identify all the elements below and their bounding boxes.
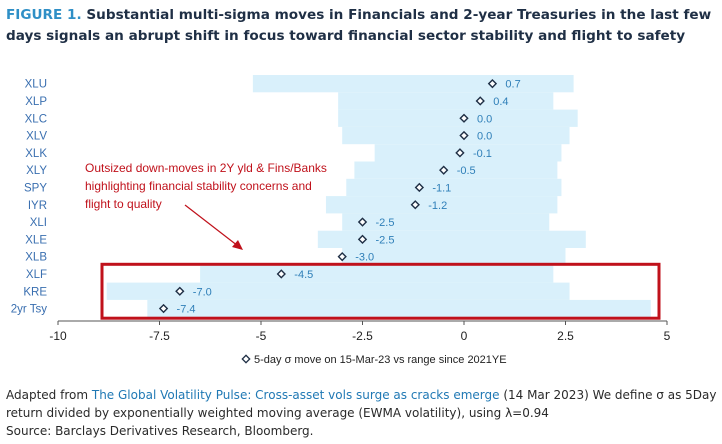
source-credit: Source: Barclays Derivatives Research, B… (6, 424, 314, 438)
range-bar-iyr (325, 196, 558, 214)
range-bar-xlv (342, 126, 570, 145)
range-bar-kre (106, 282, 570, 300)
x-tick-label: 0 (461, 329, 468, 343)
value-label: -1.2 (428, 200, 447, 212)
value-marker (276, 269, 286, 279)
legend-marker (241, 354, 251, 364)
value-label: -3.0 (355, 252, 374, 264)
value-marker (459, 130, 469, 141)
range-bar-xlk (374, 144, 562, 162)
legend-label: 5-day σ move on 15-Mar-23 vs range since… (254, 354, 507, 366)
x-tick-label: -7.5 (149, 329, 170, 343)
category-label: XLU (25, 79, 47, 91)
highlight-box (100, 262, 661, 320)
x-tick-label: 5 (664, 329, 671, 343)
range-bar-xli (342, 213, 550, 231)
value-marker (459, 113, 469, 123)
value-markers (158, 78, 498, 314)
x-axis: -10 -7.5 -5 -2.5 0 2.5 5 (49, 320, 671, 343)
figure-label: FIGURE 1. (6, 7, 82, 23)
value-label: -0.1 (473, 148, 492, 160)
range-bar-xly (354, 161, 558, 179)
category-label: XLB (25, 252, 47, 264)
category-label: XLF (26, 269, 47, 281)
value-label: 0.0 (477, 131, 492, 143)
source-suffix: (14 Mar 2023) We define σ as 5Day return… (6, 388, 717, 420)
category-label: XLV (26, 131, 47, 143)
value-label: -1.1 (432, 182, 451, 194)
value-label: 0.4 (493, 96, 508, 108)
highlight-box-group (100, 262, 661, 320)
range-bar-xlu (252, 75, 574, 93)
range-bar-xlc (338, 109, 578, 127)
range-dot-chart: -10 -7.5 -5 -2.5 0 2.5 5 XLU XLP XLC XLV XLK XLY SPY… (11, 75, 671, 366)
x-tick-label: 2.5 (557, 329, 574, 343)
x-tick-label: -2.5 (352, 329, 373, 343)
figure-title-text: Substantial multi-sigma moves in Financi… (6, 7, 712, 44)
value-marker (439, 165, 449, 175)
value-labels: 0.70.40.00.0-0.1-0.5-1.1-1.2-2.5-2.5-3.0… (177, 79, 521, 316)
annotation-text: highlighting financial stability concern… (85, 179, 312, 193)
value-label: -2.5 (376, 217, 395, 229)
value-label: -7.0 (193, 286, 212, 298)
x-tick-label: -10 (49, 329, 67, 343)
value-marker (475, 96, 485, 106)
value-label: 0.7 (505, 79, 520, 91)
category-label: IYR (28, 200, 47, 212)
annotation-text: Outsized down-moves in 2Y yld & Fins/Ban… (85, 161, 327, 175)
value-marker (455, 148, 465, 158)
range-bar-xlb (342, 248, 566, 266)
value-marker (357, 217, 368, 227)
value-marker (337, 251, 347, 262)
value-marker (158, 303, 169, 314)
range-bars (106, 75, 651, 318)
legend: 5-day σ move on 15-Mar-23 vs range since… (241, 354, 507, 366)
category-label: KRE (23, 286, 47, 298)
value-marker (487, 78, 498, 89)
category-label: 2yr Tsy (11, 304, 47, 316)
value-label: -4.5 (294, 269, 313, 281)
value-label: -2.5 (376, 234, 395, 246)
category-label: XLK (25, 148, 47, 160)
x-tick-label: -5 (256, 329, 267, 343)
value-marker (357, 234, 368, 245)
value-label: -7.4 (177, 304, 196, 316)
source-prefix: Adapted from (6, 388, 92, 402)
category-label: XLI (30, 217, 47, 229)
category-label: XLE (25, 234, 47, 246)
range-bar-xlp (338, 92, 554, 110)
range-bar-xlf (200, 265, 554, 283)
range-bar-2yr-tsy (147, 299, 651, 318)
value-marker (414, 182, 425, 193)
value-marker (175, 286, 185, 296)
source-link[interactable]: The Global Volatility Pulse: Cross-asset… (91, 388, 500, 402)
range-bar-xle (317, 230, 586, 248)
annotation-arrowhead (232, 240, 243, 250)
category-label: XLC (25, 113, 47, 125)
source-note: Adapted from The Global Volatility Pulse… (6, 386, 718, 422)
category-label: SPY (24, 182, 47, 194)
annotation-text: flight to quality (85, 197, 162, 211)
value-label: -0.5 (457, 165, 476, 177)
category-label: XLY (26, 165, 47, 177)
range-bar-spy (346, 178, 562, 197)
figure-title: FIGURE 1. Substantial multi-sigma moves … (6, 5, 718, 47)
category-label: XLP (25, 96, 47, 108)
category-labels: XLU XLP XLC XLV XLK XLY SPY IYR XLI XLE XLB XLF KRE 2… (11, 79, 48, 316)
annotation-arrow (184, 204, 239, 247)
value-marker (410, 200, 420, 210)
value-label: 0.0 (477, 113, 492, 125)
annotation-group: Outsized down-moves in 2Y yld & Fins/Ban… (85, 161, 327, 250)
